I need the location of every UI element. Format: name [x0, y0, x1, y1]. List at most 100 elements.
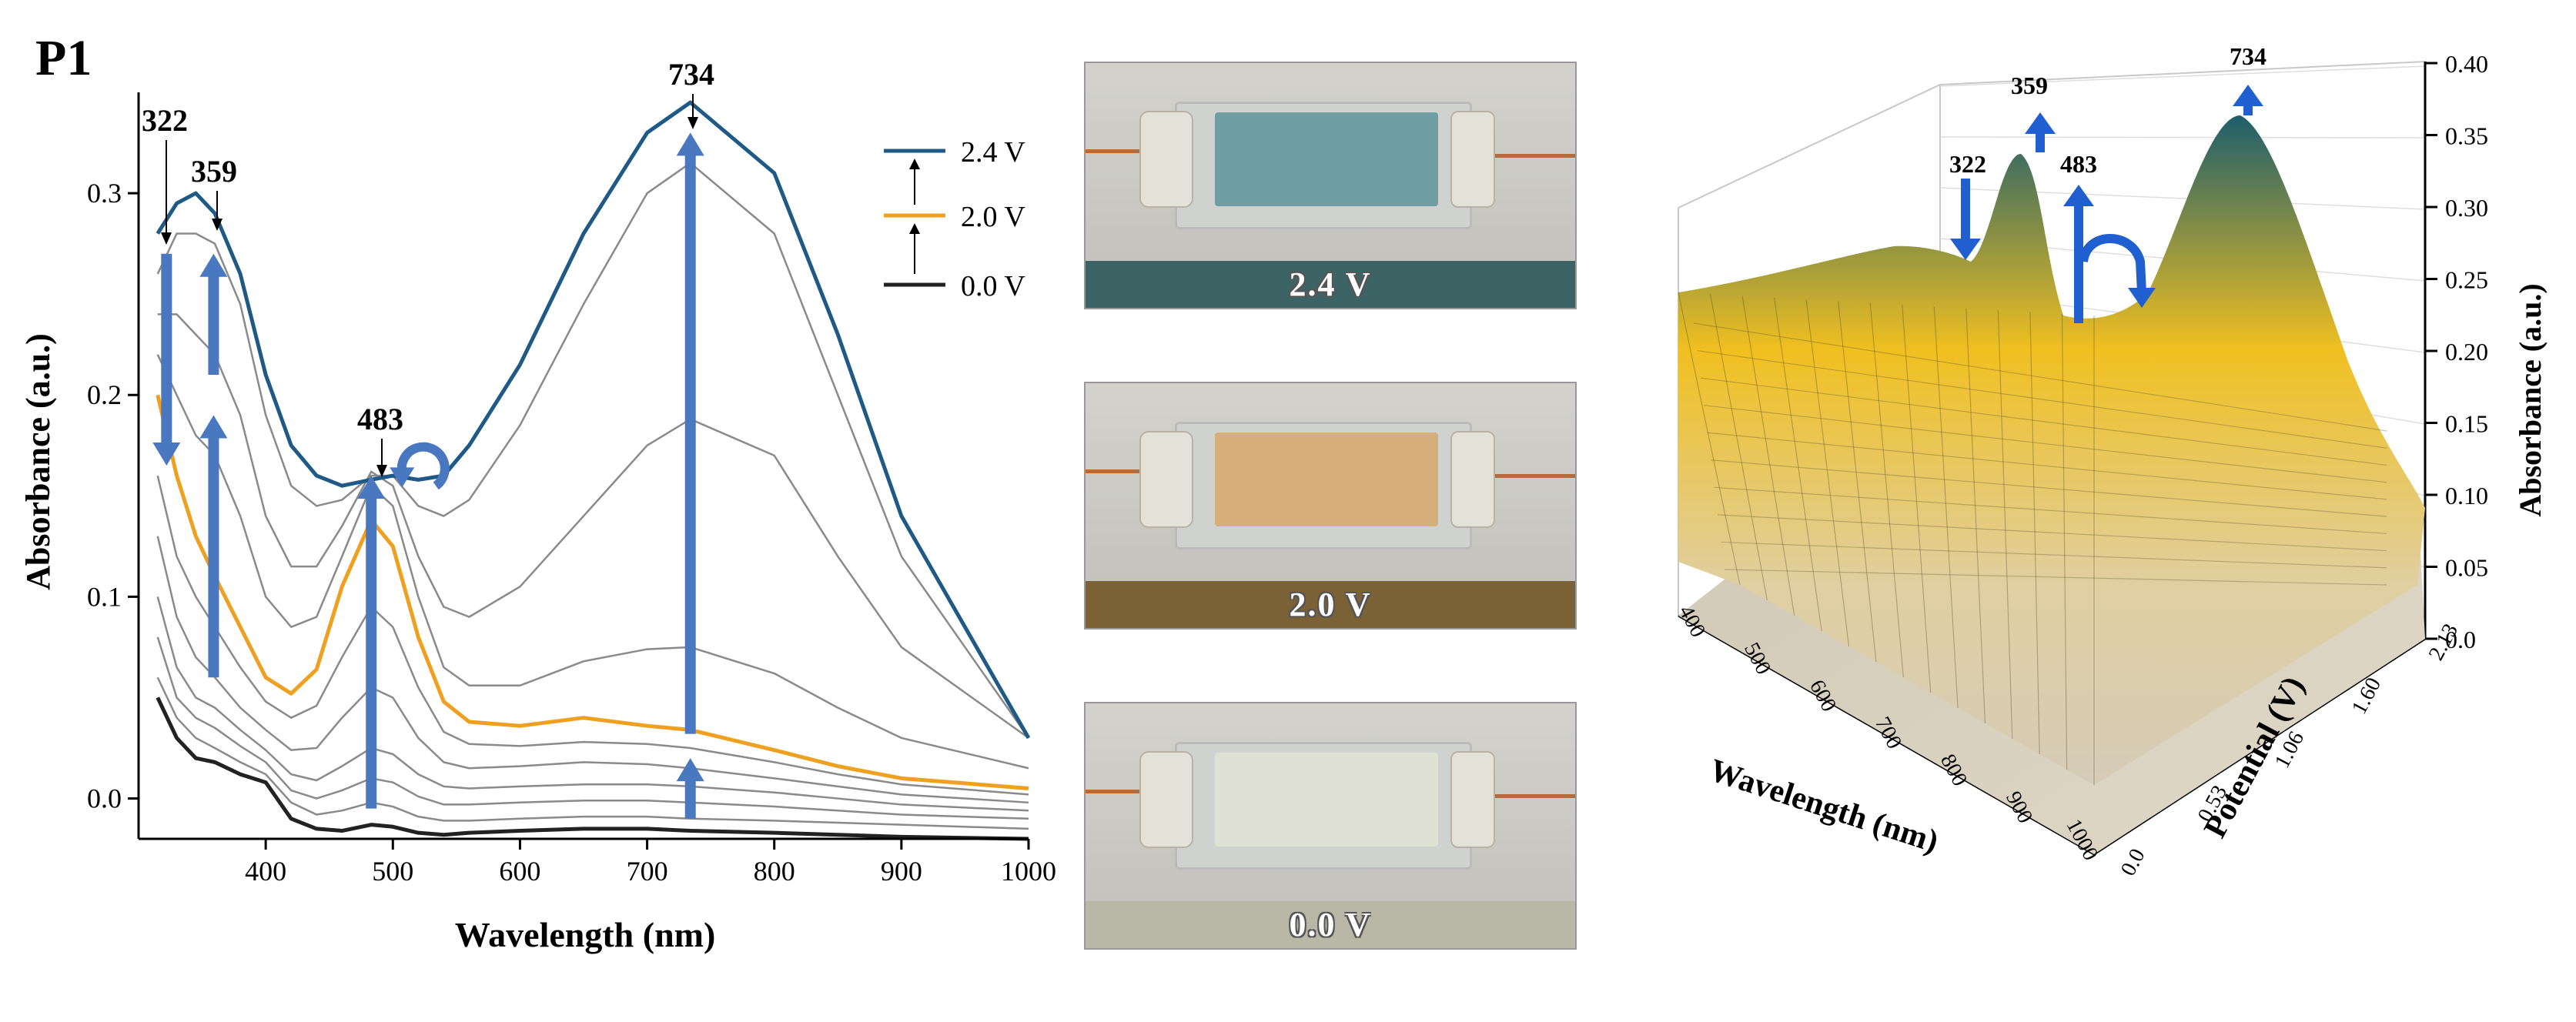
decrease-arrow-322: [152, 253, 181, 466]
legend-label: 2.0 V: [961, 201, 1025, 233]
mesh-line: [1693, 322, 2387, 432]
mesh-line: [1718, 514, 2387, 552]
3d-surface-plot: 0.00.050.100.150.200.250.300.350.4040050…: [1674, 42, 2548, 880]
mesh-line: [1997, 310, 2013, 740]
y-axis-label: Absorbance (a.u.): [19, 333, 57, 590]
x-tick-label: 700: [627, 856, 668, 887]
increase-arrow-359-top: [199, 253, 228, 376]
y-tick-label: 0.2: [87, 379, 122, 410]
peak-label: 322: [142, 103, 188, 138]
mesh-line: [1707, 432, 2387, 500]
peak-label: 359: [191, 154, 237, 189]
mesh-line: [1741, 296, 1795, 616]
spectrum-series-line: [156, 536, 1029, 804]
z-tick-label: 0.25: [2445, 266, 2488, 294]
spectrum-series-line: [156, 636, 1029, 820]
surface-peak-label: 483: [2060, 150, 2097, 178]
spectrum-series-line: [156, 162, 1030, 739]
increase-arrow-359: [199, 415, 228, 678]
y-tick-label: 0.3: [87, 178, 122, 209]
mesh-line: [2029, 312, 2040, 755]
surface-x-axis-label: Wavelength (nm): [1705, 753, 1942, 860]
mesh-line: [1697, 349, 2387, 449]
surface-increase-arrow-734: [2233, 85, 2263, 115]
increase-arrow-734-low: [676, 758, 704, 819]
surface-increase-arrow-483: [2063, 185, 2094, 323]
legend-label: 2.4 V: [961, 136, 1025, 169]
spectrum-series-line: [156, 394, 1029, 790]
spectrum-series-line: [156, 676, 1029, 830]
z-tick-label: 0.30: [2445, 194, 2488, 222]
mesh-line: [1704, 405, 2387, 483]
mesh-line: [1902, 305, 1932, 693]
mesh-line: [2061, 313, 2068, 770]
surface-z-axis-label: Absorbance (a.u.): [2513, 283, 2548, 516]
device-photo: 0.0 V: [1084, 702, 1577, 950]
curved-arrow-483: [390, 442, 450, 490]
surface-decrease-arrow-322: [1950, 179, 1981, 260]
mesh-line: [1711, 459, 2387, 517]
electrode-clip-right: [1450, 111, 1495, 208]
z-tick-label: 0.15: [2445, 410, 2488, 438]
mesh-line: [1965, 308, 1986, 724]
surface-increase-arrow-359: [2025, 112, 2056, 152]
mesh-line: [1714, 486, 2387, 534]
x-tick-label: 900: [881, 856, 922, 887]
y-tick-label: 0.0: [87, 783, 122, 814]
z-tick-label: 0.40: [2445, 50, 2488, 78]
device-photos: 2.4 V 2.0 V 0.0 V: [1084, 62, 1577, 1022]
voltage-text: 2.0 V: [1289, 586, 1372, 623]
x-tick-label: 800: [754, 856, 795, 887]
surface-peak-label: 322: [1949, 150, 1986, 178]
electrode-clip-left: [1139, 431, 1193, 528]
mesh-line: [1721, 541, 2387, 569]
x-tick-label: 500: [372, 856, 413, 887]
x-tick-label: 400: [245, 856, 286, 887]
electrode-clip-right: [1450, 431, 1495, 528]
mesh-line: [1838, 301, 1877, 663]
spectrum-series-line: [156, 475, 1029, 796]
mesh-line: [1700, 377, 2387, 466]
voltage-label: 2.0 V: [1086, 581, 1575, 628]
absorbance-spectra-chart: 400 500 600 700 800 900 1000 0.0 0.1 0.2 0.3 32235…: [19, 57, 1056, 954]
device-photo: 2.0 V: [1084, 382, 1577, 630]
mesh-line: [1724, 569, 2387, 586]
electrochromic-film: [1215, 433, 1438, 526]
electrode-clip-left: [1139, 111, 1193, 208]
mesh-line: [1933, 306, 1959, 709]
voltage-text: 0.0 V: [1289, 906, 1372, 944]
mesh-line: [1774, 297, 1822, 632]
x-axis-label: Wavelength (nm): [455, 915, 716, 954]
mesh-line: [1678, 292, 1741, 586]
voltage-label: 2.4 V: [1086, 261, 1575, 308]
device-photo: 2.4 V: [1084, 62, 1577, 309]
legend-label: 0.0 V: [961, 270, 1025, 302]
electrochromic-film: [1215, 753, 1438, 847]
electrode-clip-right: [1450, 751, 1495, 848]
panel-label: P1: [35, 30, 92, 86]
spectrum-series-line: [156, 696, 1029, 841]
z-tick-label: 0.10: [2445, 482, 2488, 509]
back-gridline: [1939, 65, 2426, 87]
surface-peak-label: 734: [2230, 42, 2267, 70]
voltage-label: 0.0 V: [1086, 901, 1575, 948]
x-tick-label: 600: [499, 856, 540, 887]
surface-peak-label: 359: [2011, 72, 2048, 99]
mesh-line: [1869, 302, 1904, 678]
back-gridline: [1939, 136, 2426, 139]
z-tick-label: 0.05: [2445, 554, 2488, 582]
z-tick-label: 0.0: [2445, 626, 2476, 653]
x-tick-label: 1000: [1001, 856, 1056, 887]
absorbance-surface: [1678, 115, 2425, 785]
increase-arrow-734: [676, 132, 704, 734]
spectrum-series-line: [156, 354, 1029, 770]
surface-curved-arrow-483: [2079, 234, 2156, 308]
electrochromic-film: [1215, 112, 1438, 206]
y-tick-label: 0.1: [87, 581, 122, 612]
voltage-text: 2.4 V: [1289, 266, 1372, 303]
mesh-line: [1805, 299, 1850, 647]
electrode-clip-left: [1139, 751, 1193, 848]
increase-arrow-483: [357, 476, 386, 809]
mesh-line: [1709, 294, 1768, 601]
z-tick-label: 0.20: [2445, 338, 2488, 366]
